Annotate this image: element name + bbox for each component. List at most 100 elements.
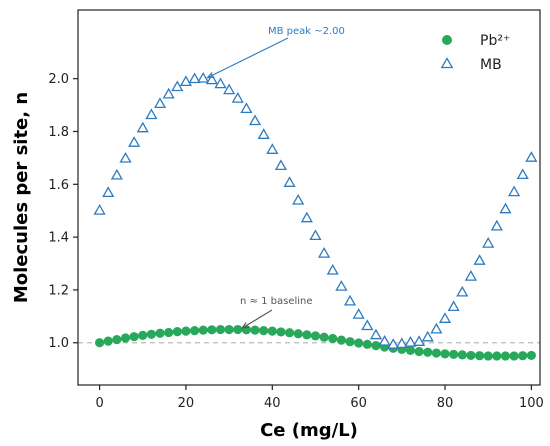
x-tick-label: 60: [350, 396, 367, 411]
pb-point: [509, 351, 519, 361]
pb-point: [164, 327, 174, 338]
mb-point: [110, 168, 123, 180]
pb-point: [120, 333, 131, 343]
pb-point: [457, 350, 467, 360]
y-tick-label: 1.6: [48, 178, 69, 193]
plot-frame: [77, 9, 541, 386]
pb-point: [302, 330, 312, 340]
mb-point: [507, 185, 521, 197]
mb-point: [438, 312, 452, 323]
mb-point: [404, 335, 417, 347]
mb-point: [266, 143, 279, 154]
mb-point: [361, 319, 374, 331]
mb-point: [516, 168, 529, 180]
x-tick-label: 100: [519, 396, 544, 411]
pb-point: [371, 341, 381, 351]
mb-point: [197, 71, 210, 83]
pb-point: [483, 351, 493, 361]
y-axis-title: Molecules per site, n: [11, 92, 32, 303]
pb-point: [138, 330, 148, 340]
pb-point: [284, 328, 295, 338]
y-axis-ticks: 1.0 1.2 1.4 1.6 1.8 2.0: [48, 72, 78, 351]
mb-point: [283, 176, 296, 187]
legend-label-mb: MB: [480, 57, 502, 73]
mb-point: [128, 136, 141, 147]
pb-point: [276, 327, 286, 337]
y-tick-label: 1.2: [48, 283, 69, 298]
pb-point: [172, 327, 182, 337]
pb-series: [94, 324, 536, 361]
annotation-mb-peak: MB peak ~2.00: [268, 26, 345, 37]
mb-point: [499, 202, 512, 214]
pb-point: [267, 326, 277, 336]
mb-point: [257, 128, 270, 139]
pb-point: [233, 324, 243, 335]
pb-point: [189, 325, 200, 336]
legend: Pb²⁺ MB: [440, 33, 510, 73]
mb-point: [153, 97, 167, 109]
mb-point: [317, 246, 331, 258]
legend-marker-mb: [440, 57, 454, 69]
mb-point: [352, 308, 365, 319]
mb-point: [473, 254, 486, 265]
pb-point: [103, 336, 113, 346]
annotation-arrowhead-mb: [206, 72, 215, 79]
pb-point: [423, 347, 433, 357]
mb-point: [326, 263, 339, 275]
mb-series: [93, 71, 538, 349]
mb-point: [136, 121, 149, 133]
mb-point: [343, 294, 357, 306]
pb-point: [155, 328, 165, 338]
mb-point: [456, 285, 469, 297]
legend-label-pb: Pb²⁺: [480, 33, 510, 49]
x-tick-label: 20: [178, 396, 195, 411]
y-tick-label: 1.8: [48, 125, 69, 140]
pb-point: [112, 334, 122, 345]
pb-point: [198, 325, 208, 335]
pb-point: [94, 338, 105, 348]
mb-point: [300, 211, 313, 223]
mb-point: [240, 102, 253, 114]
mb-point: [430, 322, 443, 334]
pb-point: [250, 325, 260, 335]
mb-point: [214, 77, 227, 89]
pb-point: [328, 333, 338, 344]
mb-point: [309, 229, 322, 241]
pb-point: [354, 338, 364, 348]
pb-point: [293, 329, 303, 339]
mb-point: [447, 300, 460, 312]
pb-point: [207, 325, 217, 335]
mb-point: [93, 203, 106, 215]
mb-point: [395, 337, 408, 349]
mb-point: [464, 269, 478, 281]
mb-point: [490, 219, 503, 231]
annotations: MB peak ~2.00 n ≈ 1 baseline: [206, 26, 345, 329]
mb-point: [335, 280, 348, 291]
pb-point: [215, 324, 226, 335]
pb-point: [526, 350, 536, 361]
mb-point: [171, 80, 184, 92]
y-tick-label: 1.0: [48, 336, 69, 351]
mb-point: [274, 159, 288, 171]
pb-point: [319, 332, 329, 342]
pb-point: [129, 332, 139, 342]
pb-point: [500, 351, 511, 361]
pb-point: [492, 351, 502, 361]
annotation-arrow-mb: [207, 37, 289, 79]
x-axis-ticks: 0 20 40 60 80 100: [95, 385, 544, 411]
pb-point: [310, 331, 321, 341]
mb-point: [248, 114, 262, 126]
pb-point: [181, 326, 191, 336]
annotation-baseline: n ≈ 1 baseline: [240, 296, 313, 307]
pb-point: [518, 351, 528, 361]
pb-point: [259, 325, 269, 336]
mb-point: [179, 75, 193, 87]
pb-point: [362, 339, 372, 349]
legend-marker-pb: [442, 35, 452, 45]
mb-point: [119, 151, 132, 163]
mb-point: [145, 108, 158, 120]
pb-point: [440, 349, 450, 359]
y-tick-label: 1.4: [48, 231, 69, 246]
pb-point: [474, 351, 485, 361]
